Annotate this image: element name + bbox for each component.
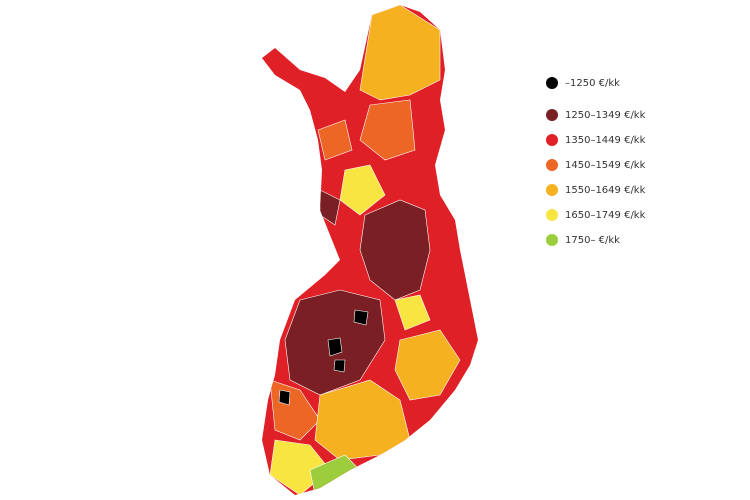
region: [394, 329, 461, 401]
legend-label: 1250–1349 €/kk: [565, 110, 646, 121]
region: [359, 199, 431, 301]
legend-swatch: [546, 209, 558, 221]
legend-swatch: [546, 184, 558, 196]
legend-label: 1350–1449 €/kk: [565, 135, 646, 146]
finland-map: [262, 5, 478, 495]
legend-swatch: [546, 77, 558, 89]
region: [353, 309, 369, 326]
legend-swatch: [546, 134, 558, 146]
legend-swatch: [546, 159, 558, 171]
legend-label: 1650–1749 €/kk: [565, 210, 646, 221]
region: [317, 119, 353, 161]
legend-label: 1550–1649 €/kk: [565, 185, 646, 196]
region: [333, 359, 346, 373]
legend-label: 1750– €/kk: [565, 235, 620, 246]
legend-swatch: [546, 109, 558, 121]
region: [359, 99, 416, 161]
region: [327, 337, 343, 357]
legend-label: 1450–1549 €/kk: [565, 160, 646, 171]
region: [394, 294, 431, 331]
legend: –1250 €/kk 1250–1349 €/kk 1350–1449 €/kk 14…: [546, 77, 646, 246]
legend-label: –1250 €/kk: [565, 78, 620, 89]
legend-swatch: [546, 234, 558, 246]
region: [339, 164, 386, 216]
region: [278, 389, 291, 406]
